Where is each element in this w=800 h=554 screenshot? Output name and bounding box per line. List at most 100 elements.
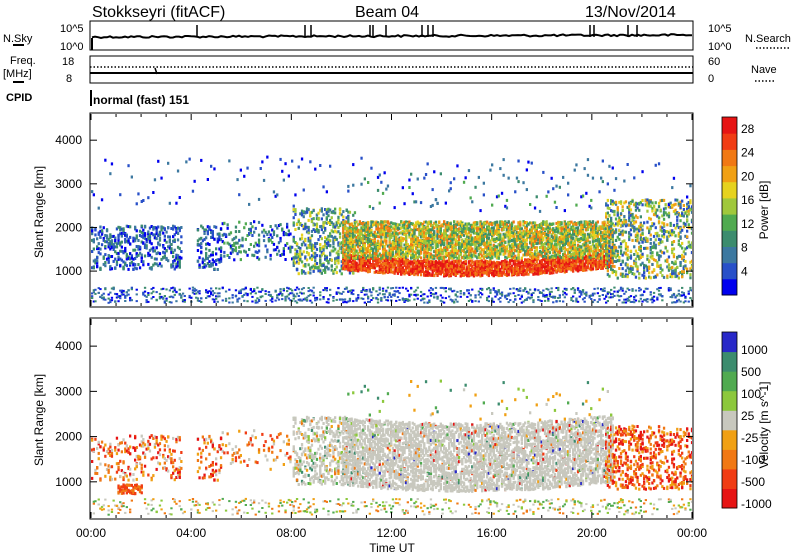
- scatter-cell: [428, 273, 431, 277]
- scatter-cell: [332, 239, 335, 243]
- scatter-cell: [96, 261, 99, 265]
- scatter-cell: [340, 241, 343, 245]
- scatter-cell: [405, 259, 408, 263]
- scatter-cell: [119, 193, 122, 197]
- scatter-cell: [469, 298, 472, 301]
- scatter-cell: [203, 232, 206, 235]
- scatter-cell: [474, 238, 477, 242]
- scatter-cell: [362, 256, 365, 260]
- scatter-cell: [373, 256, 376, 260]
- scatter-cell: [345, 252, 348, 256]
- scatter-cell: [388, 251, 391, 255]
- scatter-cell: [403, 243, 406, 247]
- scatter-cell: [226, 223, 229, 227]
- scatter-cell: [401, 254, 404, 258]
- scatter-cell: [105, 229, 109, 233]
- scatter-cell: [337, 243, 340, 247]
- scatter-cell: [476, 229, 479, 233]
- scatter-cell: [414, 262, 418, 266]
- scatter-cell: [486, 271, 489, 275]
- scatter-cell: [307, 236, 310, 240]
- scatter-cell: [329, 253, 332, 257]
- scatter-cell: [492, 287, 495, 290]
- scatter-cell: [117, 234, 120, 237]
- scatter-cell: [421, 245, 424, 248]
- scatter-cell: [343, 258, 347, 262]
- scatter-cell: [423, 273, 426, 277]
- scatter-cell: [388, 263, 391, 267]
- scatter-cell: [201, 265, 204, 269]
- scatter-cell: [360, 247, 363, 250]
- scatter-cell: [439, 294, 442, 297]
- scatter-cell: [99, 225, 102, 229]
- scatter-cell: [449, 287, 452, 290]
- scatter-cell: [284, 297, 287, 300]
- scatter-cell: [376, 221, 380, 225]
- scatter-cell: [429, 266, 433, 270]
- scatter-cell: [416, 264, 419, 268]
- scatter-cell: [198, 292, 201, 295]
- scatter-cell: [376, 223, 380, 227]
- scatter-cell: [218, 238, 221, 242]
- scatter-cell: [370, 264, 373, 267]
- scatter-cell: [411, 234, 414, 238]
- scatter-cell: [474, 249, 477, 253]
- scatter-cell: [469, 237, 472, 241]
- scatter-cell: [198, 263, 201, 267]
- scatter-cell: [413, 229, 416, 233]
- scatter-cell: [395, 250, 398, 254]
- scatter-cell: [441, 259, 444, 263]
- scatter-cell: [312, 255, 315, 259]
- scatter-cell: [352, 271, 355, 275]
- scatter-cell: [491, 226, 494, 230]
- scatter-cell: [362, 297, 365, 300]
- scatter-cell: [446, 254, 449, 257]
- scatter-cell: [176, 238, 180, 242]
- scatter-cell: [257, 238, 261, 242]
- scatter-cell: [158, 243, 162, 247]
- scatter-cell: [467, 261, 471, 265]
- scatter-cell: [461, 223, 464, 227]
- scatter-cell: [474, 294, 477, 297]
- scatter-cell: [302, 250, 305, 254]
- scatter-cell: [100, 232, 104, 236]
- scatter-cell: [287, 287, 290, 290]
- scatter-cell: [221, 299, 224, 302]
- scatter-cell: [487, 246, 490, 250]
- scatter-cell: [272, 230, 276, 234]
- scatter-cell: [459, 232, 462, 236]
- scatter-cell: [370, 243, 373, 247]
- scatter-cell: [492, 271, 495, 275]
- scatter-cell: [310, 301, 314, 304]
- scatter-cell: [466, 242, 469, 246]
- scatter-cell: [219, 253, 223, 257]
- scatter-cell: [414, 228, 418, 232]
- scatter-cell: [345, 262, 348, 266]
- scatter-cell: [135, 300, 138, 303]
- noise-left-label: N.Sky: [3, 33, 33, 45]
- scatter-cell: [162, 297, 165, 300]
- scatter-cell: [172, 260, 175, 263]
- scatter-cell: [462, 180, 466, 184]
- scatter-cell: [363, 242, 366, 246]
- scatter-cell: [254, 292, 257, 295]
- scatter-cell: [441, 286, 444, 289]
- scatter-cell: [350, 244, 353, 248]
- scatter-cell: [322, 289, 325, 292]
- scatter-cell: [302, 188, 305, 192]
- scatter-cell: [109, 233, 112, 237]
- scatter-cell: [453, 272, 456, 276]
- scatter-cell: [145, 295, 148, 298]
- scatter-cell: [110, 239, 114, 243]
- scatter-cell: [360, 221, 363, 225]
- scatter-cell: [142, 199, 145, 202]
- scatter-cell: [489, 253, 492, 257]
- scatter-cell: [172, 255, 175, 259]
- scatter-cell: [414, 270, 418, 273]
- scatter-cell: [426, 162, 429, 166]
- freq-label-line1: Freq.: [10, 55, 36, 67]
- scatter-cell: [443, 222, 446, 226]
- scatter-cell: [451, 226, 454, 230]
- scatter-cell: [428, 256, 431, 260]
- scatter-cell: [97, 247, 100, 251]
